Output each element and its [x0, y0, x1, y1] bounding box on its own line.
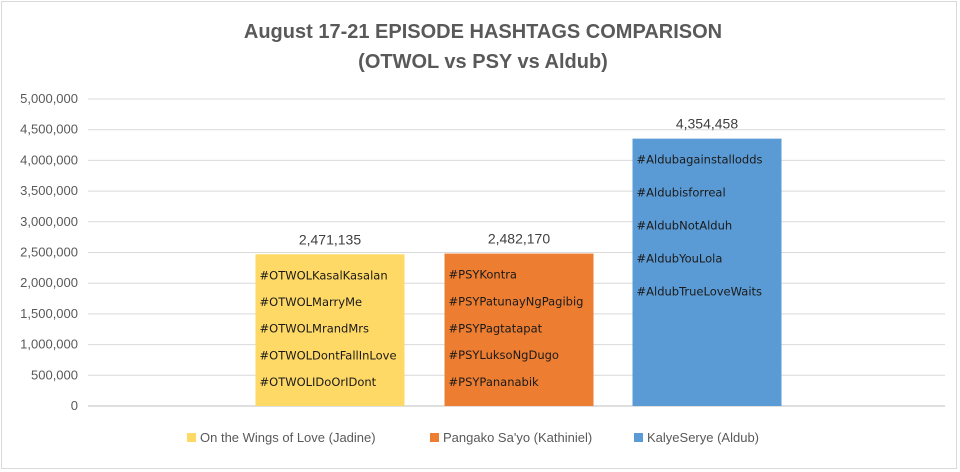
hashtag-label: #PSYLuksoNgDugo: [449, 348, 559, 362]
hashtag-label: #OTWOLMrandMrs: [260, 322, 369, 336]
y-tick-label: 1,500,000: [20, 306, 78, 321]
legend-swatch: [430, 433, 439, 442]
y-tick-label: 5,000,000: [20, 91, 78, 106]
hashtag-label: #OTWOLKasalKasalan: [260, 268, 388, 282]
hashtag-label: #PSYPatunayNgPagibig: [449, 294, 584, 308]
y-tick-label: 3,000,000: [20, 214, 78, 229]
data-label: 2,482,170: [488, 231, 550, 247]
bar: [632, 138, 782, 406]
hashtag-label: #PSYPagtatapat: [449, 321, 543, 335]
legend-label: On the Wings of Love (Jadine): [200, 430, 376, 445]
hashtag-label: #Aldubagainstallodds: [637, 153, 763, 167]
chart-title: August 17-21 EPISODE HASHTAGS COMPARISON: [244, 21, 722, 43]
hashtag-label: #OTWOLDontFallInLove: [260, 348, 397, 362]
y-axis: 0 500,000 1,000,000 1,500,000 2,000,000 2,500…: [20, 91, 78, 413]
bar: [444, 253, 594, 406]
y-tick-label: 1,000,000: [20, 337, 78, 352]
hashtag-label: #AldubNotAlduh: [637, 219, 733, 233]
legend-label: Pangako Sa'yo (Kathiniel): [443, 430, 592, 445]
y-tick-label: 500,000: [31, 367, 78, 382]
legend-label: KalyeSerye (Aldub): [647, 430, 759, 445]
legend-swatch: [187, 433, 196, 442]
data-label: 2,471,135: [299, 231, 361, 247]
hashtag-label: #Aldubisforreal: [637, 186, 726, 200]
y-tick-label: 4,500,000: [20, 122, 78, 137]
hashtag-label: #OTWOLIDoOrIDont: [260, 375, 377, 389]
bar: [255, 254, 405, 406]
legend: On the Wings of Love (Jadine) Pangako Sa'…: [187, 430, 759, 445]
data-label: 4,354,458: [676, 116, 738, 132]
y-tick-label: 0: [71, 398, 78, 413]
chart-subtitle: (OTWOL vs PSY vs Aldub): [358, 51, 608, 73]
y-tick-label: 3,500,000: [20, 183, 78, 198]
y-tick-label: 2,500,000: [20, 245, 78, 260]
gridlines: [88, 98, 945, 407]
hashtag-label: #OTWOLMarryMe: [260, 295, 363, 309]
hashtag-label: #AldubTrueLoveWaits: [637, 285, 763, 299]
y-tick-label: 4,000,000: [20, 152, 78, 167]
y-tick-label: 2,000,000: [20, 275, 78, 290]
hashtag-label: #AldubYouLola: [637, 252, 723, 266]
legend-swatch: [634, 433, 643, 442]
hashtag-label: #PSYKontra: [449, 268, 517, 282]
bars: 2,471,135 #OTWOLKasalKasalan #OTWOLMarryMe…: [255, 116, 782, 406]
hashtag-label: #PSYPananabik: [449, 375, 540, 389]
